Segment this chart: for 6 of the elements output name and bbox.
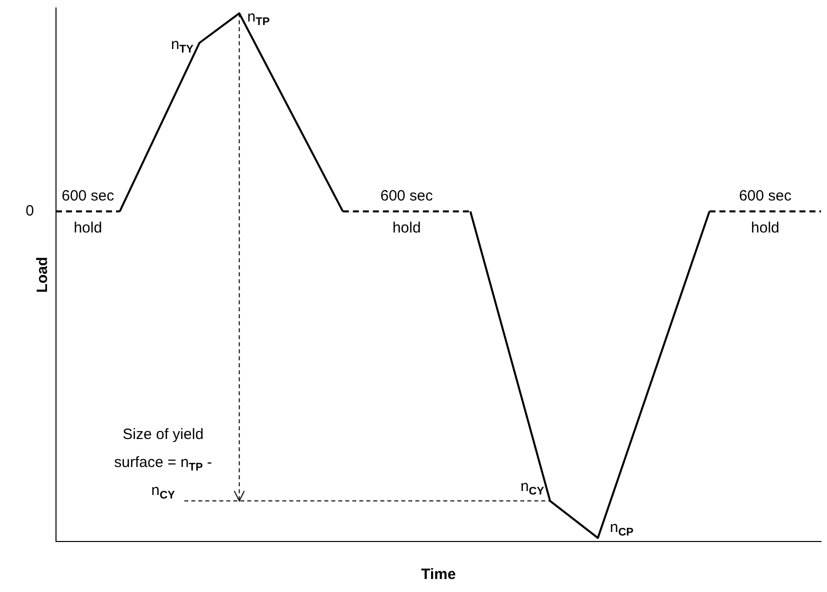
x-axis-title: Time [421, 566, 456, 584]
annotation: 600 sec hold [62, 188, 115, 237]
text: 0 [26, 202, 34, 220]
annotation: 600 sec hold [380, 188, 434, 237]
annotation: 600 sec hold [738, 188, 792, 237]
y-axis-title: Load [34, 256, 52, 293]
